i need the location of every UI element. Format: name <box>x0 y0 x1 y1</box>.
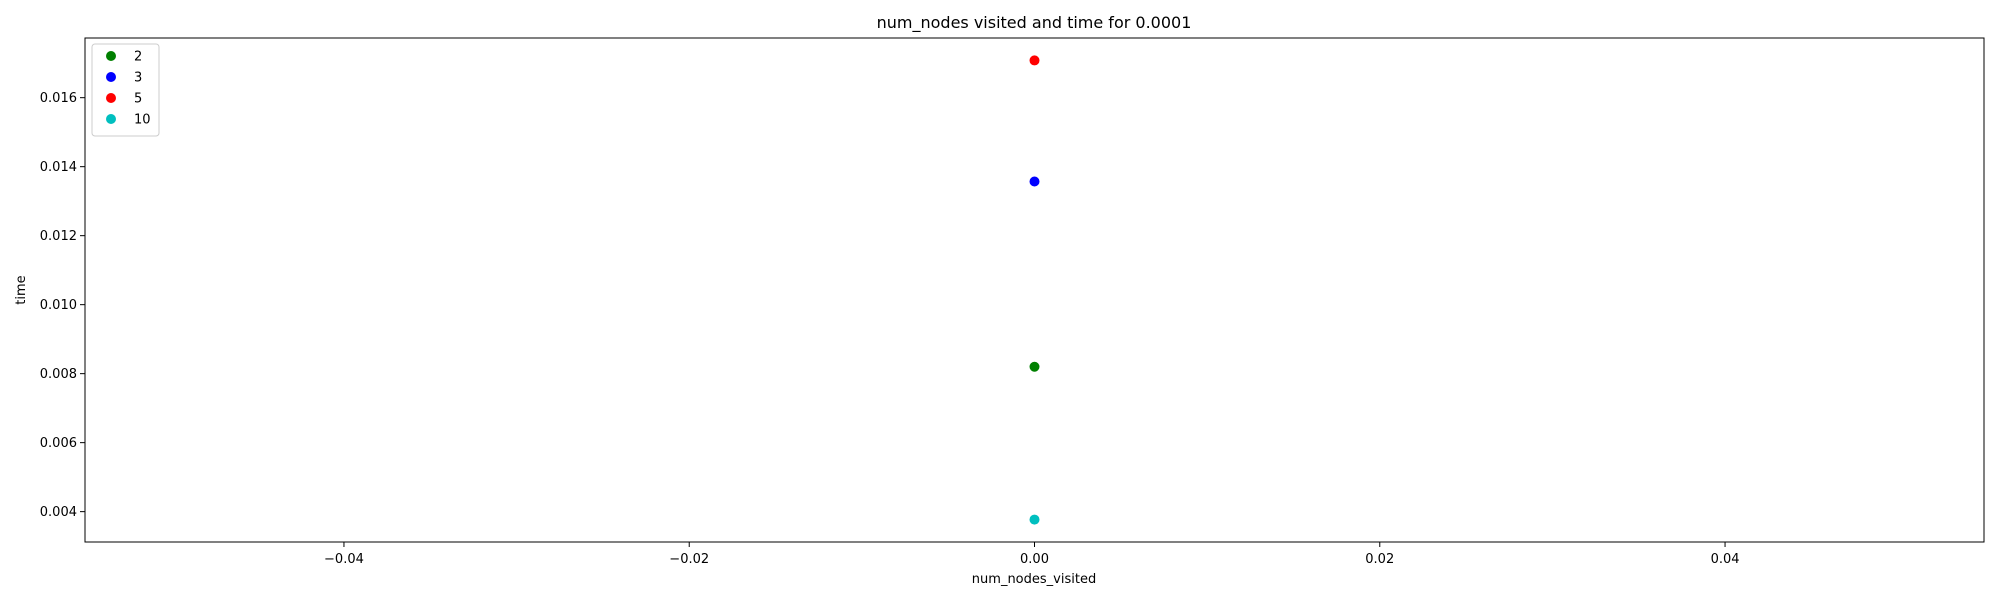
legend-marker-2 <box>106 51 116 61</box>
legend-label: 3 <box>134 71 142 86</box>
legend-box <box>91 43 160 137</box>
y-tick-label: 0.012 <box>40 229 77 244</box>
x-axis-label: num_nodes_visited <box>972 572 1096 587</box>
x-tick-label: 0.00 <box>1020 552 1049 567</box>
x-tick-label: 0.02 <box>1365 552 1394 567</box>
x-tick-label: 0.04 <box>1711 552 1740 567</box>
legend-marker-3 <box>106 72 116 82</box>
x-tick-label: −0.04 <box>324 552 364 567</box>
plot-area: −0.04 −0.02 0.00 0.02 0.04 0.004 0.006 0.008 0.0… <box>40 37 1985 567</box>
legend-marker-10 <box>106 114 116 124</box>
scatter-point-series-2 <box>1029 361 1040 372</box>
scatter-point-series-5 <box>1029 55 1040 66</box>
legend-label: 5 <box>134 92 142 107</box>
legend-label: 10 <box>134 113 151 128</box>
legend: 2 3 5 10 <box>91 43 160 137</box>
y-tick-label: 0.004 <box>40 505 77 520</box>
chart-title: num_nodes visited and time for 0.0001 <box>877 13 1192 33</box>
y-tick-label: 0.006 <box>40 436 77 451</box>
y-tick-label: 0.016 <box>40 91 77 106</box>
y-axis-label: time <box>14 275 29 304</box>
y-tick-label: 0.008 <box>40 367 77 382</box>
x-tick-label: −0.02 <box>669 552 709 567</box>
legend-label: 2 <box>134 50 142 65</box>
scatter-point-series-3 <box>1029 176 1040 187</box>
scatter-point-series-10 <box>1029 514 1040 525</box>
legend-marker-5 <box>106 93 116 103</box>
y-tick-label: 0.014 <box>40 160 77 175</box>
y-tick-label: 0.010 <box>40 298 77 313</box>
